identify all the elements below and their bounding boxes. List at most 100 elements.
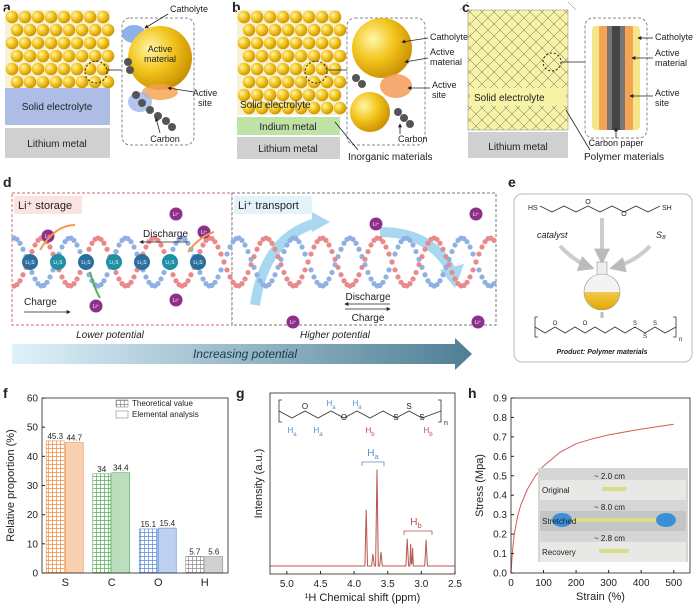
panel-label: e [508,174,516,190]
atom: H [367,448,374,459]
decoration [239,281,245,287]
decoration [131,244,137,250]
decoration [583,273,621,311]
label: Polymer materials [584,152,664,163]
decoration [437,240,443,246]
label: Active [430,47,455,57]
decoration [302,62,316,76]
decoration [39,224,76,251]
decoration [328,62,342,76]
decoration [170,246,176,252]
panel-label: h [468,385,477,401]
decoration [469,207,483,221]
decoration [254,246,260,252]
x-tick-label: 0 [508,578,514,589]
decoration [154,117,161,134]
decoration [304,60,328,84]
subscript: a [319,432,323,438]
decoration [12,338,472,370]
decoration [302,36,316,50]
decoration [449,269,455,276]
decoration [269,278,275,284]
decoration [70,10,84,24]
decoration [333,23,347,37]
decoration [551,9,569,27]
y-tick-label: 20 [27,510,39,521]
decoration [479,274,485,280]
decoration [89,240,95,246]
panel-label: a [3,0,11,15]
atom: H [410,517,417,528]
legend-swatch [115,399,129,408]
decoration [128,26,192,90]
decoration [656,513,676,527]
decoration [320,23,334,37]
decoration [425,240,431,246]
decoration [185,278,191,284]
label: Stretched [542,517,576,526]
decoration [294,75,308,89]
decoration [353,278,359,284]
decoration [534,326,677,334]
decoration [356,272,362,278]
decoration [44,36,58,50]
label: Solid electrolyte [240,100,311,111]
proton-label: Ha [313,426,323,438]
decoration [434,236,440,242]
decoration [294,23,308,37]
label: S₈ [656,230,666,240]
decoration [245,269,251,276]
decoration [302,88,316,102]
decoration [251,254,257,260]
decoration [386,251,392,257]
decoration [5,88,110,125]
decoration [32,276,38,282]
decoration [308,267,314,273]
decoration [234,196,312,214]
x-tick-label: 300 [600,578,617,589]
decoration [5,62,19,76]
decoration [89,271,101,299]
decoration [268,49,282,63]
label: Li₂S [165,260,175,266]
decoration [113,269,119,276]
decoration [470,88,566,106]
decoration [326,242,332,248]
decoration [36,23,50,37]
decoration [359,264,365,270]
decoration [188,272,194,278]
decoration [612,26,620,130]
y-tick-label: 0.8 [493,413,507,424]
decoration [57,10,71,24]
decoration [470,251,476,257]
decoration [395,274,401,280]
label: ~ 2.8 cm [594,534,625,543]
decoration [242,101,256,115]
y-tick-label: 0.5 [493,471,507,482]
bar [185,556,205,574]
bar [204,556,224,574]
decoration [31,10,45,24]
decoration [437,278,443,284]
decoration [88,49,102,63]
decoration [467,33,565,131]
decoration [263,36,277,50]
decoration [315,88,329,102]
decoration [29,269,35,276]
label: site [432,90,446,100]
y-tick-label: 0 [32,569,38,580]
decoration [602,487,626,491]
decoration [419,254,425,260]
decoration [255,49,269,63]
decoration [459,1,469,11]
decoration [242,49,256,63]
decoration [320,49,334,63]
decoration [158,276,164,282]
decoration [121,17,195,146]
decoration [167,86,195,93]
decoration [368,242,374,248]
x-tick-label: 2.5 [448,579,462,590]
decoration [539,9,569,39]
decoration [479,244,485,250]
decoration [50,254,66,270]
